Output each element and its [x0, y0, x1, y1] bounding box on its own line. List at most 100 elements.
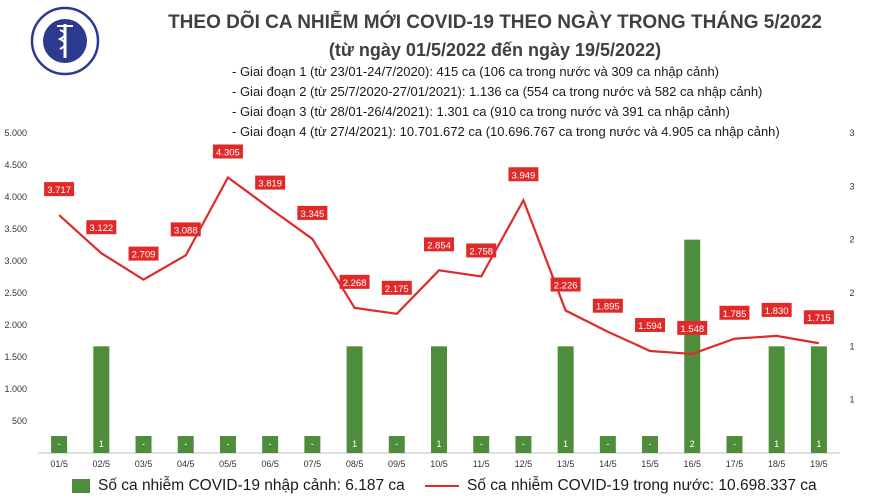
bar-imported — [726, 436, 743, 453]
phase-2: - Giai đoạn 2 (từ 25/7/2020-27/01/2021):… — [232, 84, 763, 99]
line-data-label-box — [170, 222, 201, 237]
bar-imported — [93, 346, 110, 453]
line-data-label: 1.548 — [680, 324, 704, 335]
bar-data-label: 1 — [99, 439, 104, 449]
y-left-tick-label: 500 — [12, 416, 27, 426]
x-tick-label: 05/5 — [219, 459, 237, 469]
line-data-label: 1.895 — [596, 302, 620, 313]
x-tick-label: 13/5 — [557, 459, 575, 469]
chart-subtitle: (từ ngày 01/5/2022 đến ngày 19/5/2022) — [328, 40, 662, 60]
bar-imported — [473, 436, 490, 453]
line-data-label: 2.268 — [343, 278, 367, 289]
x-tick-label: 12/5 — [515, 459, 533, 469]
bar-imported — [810, 346, 827, 453]
line-data-label-box — [508, 167, 539, 182]
y-right-tick-label: 3 — [849, 181, 854, 191]
bar-data-label: - — [142, 439, 145, 449]
bar-data-label: - — [733, 439, 736, 449]
x-tick-label: 14/5 — [599, 459, 617, 469]
line-data-label-box — [677, 320, 708, 335]
bar-imported — [557, 346, 574, 453]
y-left-tick-label: 4.500 — [4, 160, 27, 170]
bar-imported — [177, 436, 194, 453]
bar-imported — [388, 436, 405, 453]
legend-label-domestic: Số ca nhiễm COVID-19 trong nước: 10.698.… — [467, 477, 817, 494]
line-data-label-box — [44, 182, 75, 197]
bar-imported — [684, 239, 701, 453]
x-tick-label: 15/5 — [641, 459, 659, 469]
chart-title: THEO DÕI CA NHIỄM MỚI COVID-19 THEO NGÀY… — [168, 12, 822, 33]
line-data-label: 3.088 — [174, 225, 198, 236]
line-data-label-box — [128, 246, 159, 261]
x-tick-label: 04/5 — [177, 459, 195, 469]
line-data-label-box — [424, 237, 454, 252]
bar-data-label: 1 — [436, 439, 441, 449]
line-data-label: 3.819 — [258, 179, 282, 190]
x-tick-label: 10/5 — [430, 459, 448, 469]
line-data-label: 1.785 — [723, 309, 747, 320]
line-data-label: 3.717 — [47, 185, 71, 196]
bar-imported — [768, 346, 785, 453]
x-tick-label: 03/5 — [135, 459, 153, 469]
phase-4: - Giai đoạn 4 (từ 27/4/2021): 10.701.672… — [232, 124, 780, 139]
bar-data-label: - — [184, 439, 187, 449]
x-tick-label: 16/5 — [683, 459, 701, 469]
phase-summary: - Giai đoạn 1 (từ 23/01-24/7/2020): 415 … — [232, 62, 780, 142]
ministry-of-health-logo — [30, 6, 100, 76]
bar-data-label: - — [480, 439, 483, 449]
y-left-tick-label: 4.000 — [4, 192, 27, 202]
legend-line-swatch — [425, 485, 459, 487]
y-right-tick-label: 2 — [849, 235, 854, 245]
bar-imported — [346, 346, 363, 453]
line-data-label-box — [212, 144, 243, 159]
x-tick-label: 02/5 — [93, 459, 111, 469]
x-tick-label: 19/5 — [810, 459, 828, 469]
y-left-tick-label: 5.000 — [4, 128, 27, 138]
bar-data-label: 1 — [563, 439, 568, 449]
x-tick-label: 08/5 — [346, 459, 364, 469]
x-tick-label: 11/5 — [473, 459, 490, 469]
x-tick-label: 01/5 — [50, 459, 68, 469]
line-data-label-box — [635, 317, 666, 332]
line-data-label: 3.949 — [512, 170, 536, 181]
phase-3: - Giai đoạn 3 (từ 28/01-26/4/2021): 1.30… — [232, 104, 730, 119]
line-data-label: 1.830 — [765, 306, 789, 317]
bar-imported — [599, 436, 616, 453]
bar-data-label: 1 — [774, 439, 779, 449]
legend-label-imported: Số ca nhiễm COVID-19 nhập cảnh: 6.187 ca — [98, 477, 405, 494]
bar-imported — [642, 436, 659, 453]
y-right-tick-label: 2 — [849, 288, 854, 298]
line-data-label: 2.758 — [469, 246, 493, 257]
line-data-label: 1.594 — [638, 321, 662, 332]
bar-data-label: - — [649, 439, 652, 449]
line-data-label-box — [803, 310, 834, 325]
line-data-label-box — [297, 205, 328, 220]
bar-imported — [515, 436, 532, 453]
legend-item-imported: Số ca nhiễm COVID-19 nhập cảnh: 6.187 ca — [72, 477, 405, 495]
bar-imported — [51, 436, 68, 453]
y-right-tick-label: 1 — [849, 341, 854, 351]
x-tick-label: 17/5 — [726, 459, 744, 469]
legend-item-domestic: Số ca nhiễm COVID-19 trong nước: 10.698.… — [425, 477, 817, 495]
line-data-label-box — [255, 175, 286, 190]
line-data-label: 4.305 — [216, 147, 240, 158]
line-data-label: 2.709 — [132, 250, 156, 261]
legend: Số ca nhiễm COVID-19 nhập cảnh: 6.187 ca… — [0, 477, 870, 499]
line-data-label: 2.226 — [554, 281, 578, 292]
bar-data-label: - — [606, 439, 609, 449]
line-data-label-box — [339, 274, 370, 289]
x-tick-label: 06/5 — [261, 459, 279, 469]
line-data-label-box — [719, 305, 750, 320]
bar-data-label: - — [226, 439, 229, 449]
line-data-label: 2.854 — [427, 240, 451, 251]
y-left-tick-label: 1.500 — [4, 352, 27, 362]
x-tick-label: 09/5 — [388, 459, 406, 469]
bar-imported — [135, 436, 152, 453]
line-data-label-box — [550, 277, 581, 292]
line-data-label-box — [592, 298, 623, 313]
line-data-label: 1.715 — [807, 313, 831, 324]
bar-imported — [304, 436, 321, 453]
bar-imported — [219, 436, 236, 453]
line-data-label-box — [86, 220, 117, 235]
